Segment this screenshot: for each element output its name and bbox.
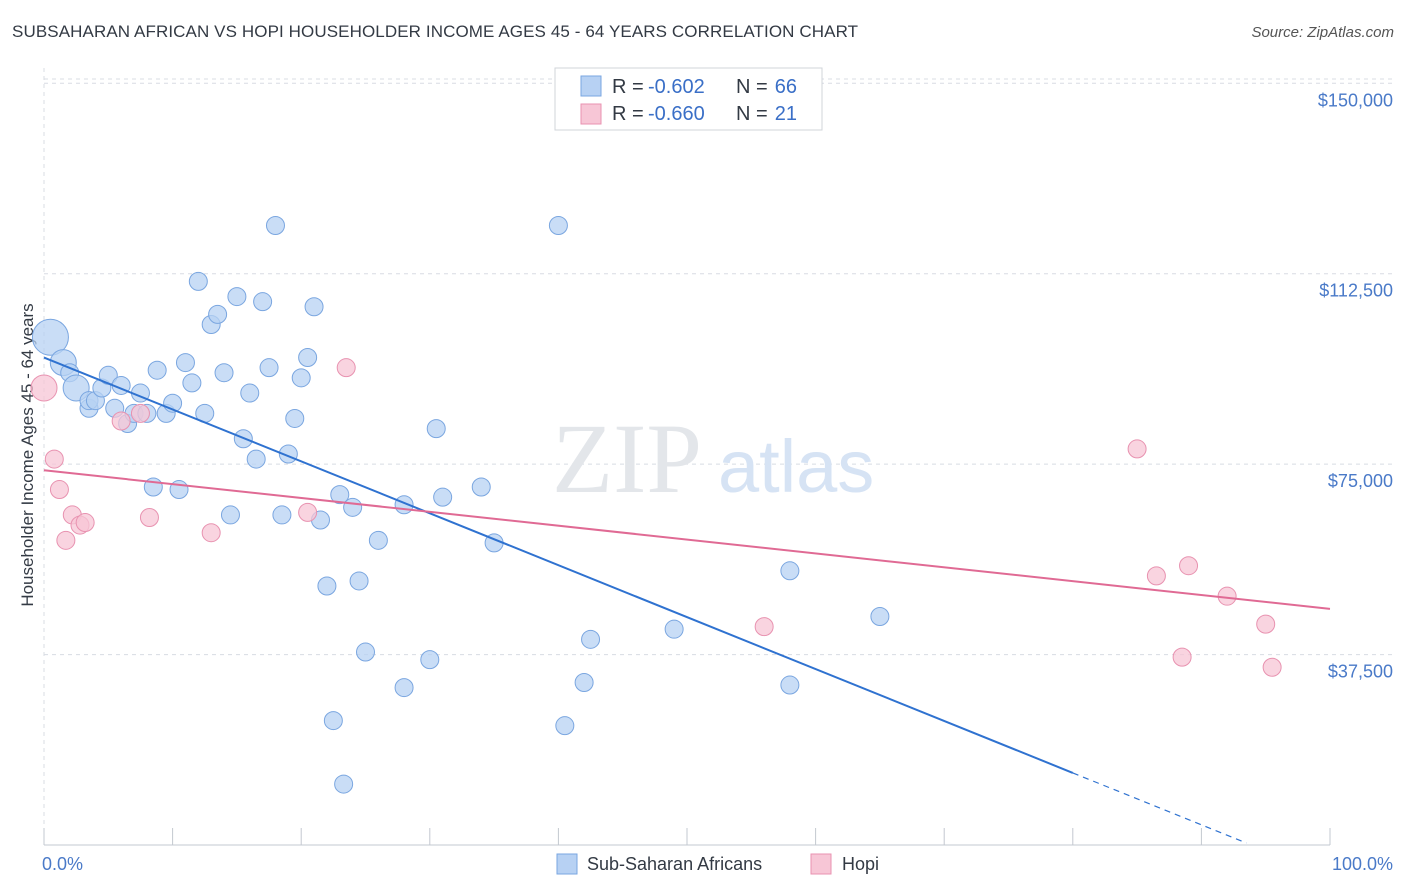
point-sub-saharan — [433, 487, 453, 507]
point-hopi — [298, 502, 318, 522]
point-hopi — [1127, 439, 1147, 459]
point-sub-saharan — [368, 530, 388, 550]
trend-line-sub-saharan — [43, 356, 1074, 774]
legend-r-value-2: -0.660 — [648, 103, 705, 125]
point-hopi — [1179, 556, 1199, 576]
point-hopi — [1262, 657, 1282, 677]
series-legend: Sub-Saharan Africans Hopi — [556, 853, 879, 875]
x-tick-label-min: 0.0% — [42, 854, 83, 874]
point-sub-saharan — [240, 383, 260, 403]
point-hopi — [49, 480, 69, 500]
watermark: ZIP atlas — [552, 403, 874, 514]
point-sub-saharan — [304, 297, 324, 317]
point-sub-saharan — [780, 561, 800, 581]
legend-n-value-2: 21 — [775, 103, 797, 125]
y-tick-label: $75,000 — [1328, 471, 1393, 491]
legend-r-label-1: R = — [612, 76, 644, 98]
point-sub-saharan — [664, 619, 684, 639]
point-sub-saharan — [246, 449, 266, 469]
y-tick-labels: $37,500 $75,000 $112,500 $150,000 — [1318, 90, 1393, 681]
point-hopi — [111, 411, 131, 431]
point-hopi — [75, 513, 95, 533]
point-sub-saharan — [870, 606, 890, 626]
legend-n-label-2: N = — [736, 103, 768, 125]
watermark-atlas: atlas — [718, 425, 874, 508]
point-sub-saharan — [220, 505, 240, 525]
legend-swatch-pink — [580, 103, 602, 125]
point-hopi — [1256, 614, 1276, 634]
point-sub-saharan — [31, 318, 69, 356]
point-sub-saharan — [420, 650, 440, 670]
point-hopi — [30, 374, 58, 402]
point-sub-saharan — [574, 673, 594, 693]
point-sub-saharan — [227, 287, 247, 307]
point-sub-saharan — [182, 373, 202, 393]
point-sub-saharan — [147, 360, 167, 380]
x-tick-label-max: 100.0% — [1332, 854, 1393, 874]
legend-n-label-1: N = — [736, 76, 768, 98]
point-sub-saharan — [780, 675, 800, 695]
point-hopi — [201, 523, 221, 543]
point-hopi — [1146, 566, 1166, 586]
point-sub-saharan — [265, 215, 285, 235]
series-legend-label-1: Sub-Saharan Africans — [587, 854, 762, 874]
point-hopi — [139, 507, 159, 527]
data-points — [30, 215, 1282, 794]
point-sub-saharan — [188, 271, 208, 291]
point-sub-saharan — [253, 292, 273, 312]
point-hopi — [44, 449, 64, 469]
y-axis-label: Householder Income Ages 45 - 64 years — [18, 303, 37, 606]
point-sub-saharan — [555, 716, 575, 736]
point-hopi — [336, 358, 356, 378]
point-sub-saharan — [291, 368, 311, 388]
legend-swatch-blue — [580, 75, 602, 97]
point-sub-saharan — [426, 419, 446, 439]
legend-r-label-2: R = — [612, 103, 644, 125]
point-sub-saharan — [208, 304, 228, 324]
y-tick-label: $112,500 — [1319, 281, 1393, 301]
point-hopi — [754, 617, 774, 637]
y-tick-label: $37,500 — [1328, 662, 1393, 682]
point-sub-saharan — [343, 497, 363, 517]
point-sub-saharan — [349, 571, 369, 591]
point-sub-saharan — [175, 353, 195, 373]
point-sub-saharan — [581, 629, 601, 649]
point-hopi — [1172, 647, 1192, 667]
point-sub-saharan — [272, 505, 292, 525]
source-label: Source: ZipAtlas.com — [1251, 24, 1394, 41]
chart-title: SUBSAHARAN AFRICAN VS HOPI HOUSEHOLDER I… — [12, 22, 859, 41]
point-sub-saharan — [330, 485, 350, 505]
series-legend-label-2: Hopi — [842, 854, 879, 874]
watermark-zip: ZIP — [552, 403, 702, 514]
series-legend-swatch-blue — [556, 853, 578, 875]
point-hopi — [130, 403, 150, 423]
point-sub-saharan — [298, 348, 318, 368]
y-tick-label: $150,000 — [1318, 90, 1393, 110]
point-sub-saharan — [356, 642, 375, 662]
point-sub-saharan — [334, 774, 354, 794]
trend-lines — [43, 356, 1331, 844]
point-sub-saharan — [323, 711, 343, 731]
series-legend-swatch-pink — [810, 853, 832, 875]
trend-line-hopi — [43, 469, 1331, 610]
legend-r-value-1: -0.602 — [648, 76, 705, 98]
legend-n-value-1: 66 — [775, 76, 797, 98]
correlation-legend: R = -0.602 N = 66 R = -0.660 N = 21 — [554, 67, 823, 131]
point-sub-saharan — [394, 678, 414, 698]
point-sub-saharan — [259, 358, 279, 378]
point-sub-saharan — [548, 215, 568, 235]
trend-line-sub-saharan-extension — [1072, 772, 1247, 844]
point-hopi — [56, 530, 76, 550]
point-sub-saharan — [214, 363, 234, 383]
point-sub-saharan — [285, 408, 305, 428]
point-sub-saharan — [471, 477, 491, 497]
x-tick-marks — [43, 828, 1331, 845]
point-sub-saharan — [317, 576, 337, 596]
